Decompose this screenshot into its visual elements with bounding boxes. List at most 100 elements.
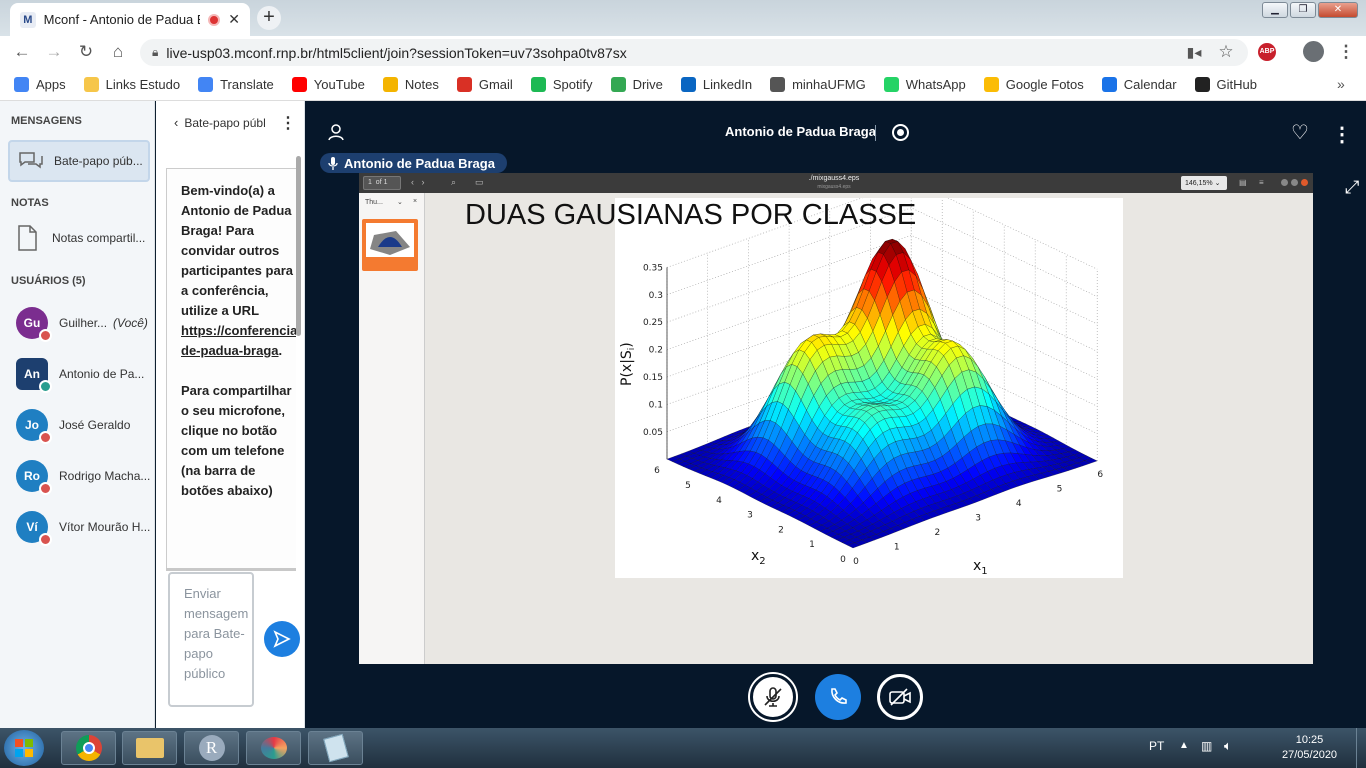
shared-notes-item[interactable]: Notas compartil... bbox=[16, 225, 145, 251]
user-list-item[interactable]: Ro Rodrigo Macha... bbox=[16, 460, 154, 495]
user-list-item[interactable]: Jo José Geraldo bbox=[16, 409, 154, 444]
page-nav-icons[interactable]: ‹ › bbox=[411, 177, 425, 187]
adblock-icon[interactable]: ABP bbox=[1258, 43, 1276, 61]
z-tick-label: 0.35 bbox=[643, 263, 663, 273]
fullscreen-icon[interactable]: ⤢ bbox=[1345, 177, 1360, 197]
bookmark-label: minhaUFMG bbox=[792, 76, 866, 92]
tray-expand-icon[interactable]: ▲ bbox=[1179, 740, 1189, 751]
user-list-item[interactable]: An Antonio de Pa... bbox=[16, 358, 154, 393]
bookmark-youtube[interactable]: YouTube bbox=[291, 76, 365, 92]
minimize-button[interactable]: ▁ bbox=[1262, 2, 1288, 18]
x-tick-label: 1 bbox=[894, 543, 900, 553]
page-thumbnail[interactable] bbox=[362, 219, 418, 271]
start-button[interactable] bbox=[4, 730, 44, 766]
bookmark-drive[interactable]: Drive bbox=[610, 76, 663, 92]
github-icon bbox=[1194, 76, 1210, 92]
surface-plot: 0.05 0.1 0.15 0.2 0.25 0.3 0.35 0 1 2 3 4 5 6 0 1 2 3 4 5 6 x… bbox=[619, 198, 1103, 577]
close-window-button[interactable]: ✕ bbox=[1318, 2, 1358, 18]
bookmark-translate[interactable]: Translate bbox=[198, 76, 274, 92]
reload-icon[interactable]: ↻ bbox=[78, 42, 94, 61]
chat-messages: Bem-vindo(a) a Antonio de Padua Braga! P… bbox=[166, 168, 296, 571]
bookmark-whatsapp[interactable]: WhatsApp bbox=[883, 76, 966, 92]
leave-audio-button[interactable] bbox=[815, 674, 861, 720]
language-indicator[interactable]: PT bbox=[1149, 739, 1165, 753]
user-profile-icon[interactable] bbox=[327, 123, 345, 141]
bookmark-github[interactable]: GitHub bbox=[1194, 76, 1257, 92]
z-tick-label: 0.25 bbox=[643, 318, 663, 328]
viewer-menu-icon[interactable]: ≡ bbox=[1259, 178, 1264, 187]
home-icon[interactable]: ⌂ bbox=[112, 42, 124, 61]
back-icon[interactable]: ← bbox=[13, 42, 31, 61]
taskbar-notepad[interactable] bbox=[308, 731, 363, 765]
bookmark-gmail[interactable]: Gmail bbox=[456, 76, 513, 92]
share-camera-button[interactable] bbox=[877, 674, 923, 720]
chrome-icon bbox=[75, 735, 102, 761]
chat-message-input[interactable]: Enviar mensagem para Bate-papo público bbox=[168, 572, 254, 707]
thumb-close-icon[interactable]: × bbox=[413, 198, 418, 205]
bookmark-notes[interactable]: Notes bbox=[382, 76, 439, 92]
system-clock[interactable]: 10:25 27/05/2020 bbox=[1282, 733, 1337, 763]
user-list-item[interactable]: Ví Vítor Mourão H... bbox=[16, 511, 154, 546]
y-tick-label: 2 bbox=[778, 525, 784, 535]
volume-icon[interactable]: 🔈︎ bbox=[1224, 738, 1232, 753]
send-message-button[interactable] bbox=[264, 621, 300, 657]
chat-divider bbox=[166, 568, 296, 571]
user-list-item[interactable]: Gu Guilher... (Você) bbox=[16, 307, 159, 342]
more-bookmarks-icon[interactable]: » bbox=[1337, 76, 1345, 92]
profile-avatar[interactable] bbox=[1303, 41, 1324, 62]
options-kebab-icon[interactable]: ⋮ bbox=[1332, 124, 1352, 146]
tab-close-icon[interactable]: ✕ bbox=[228, 11, 240, 27]
network-icon[interactable]: ▥ bbox=[1201, 739, 1213, 753]
bookmark-folder[interactable]: Links Estudo bbox=[83, 76, 180, 92]
bookmark-photos[interactable]: Google Fotos bbox=[983, 76, 1084, 92]
taskbar-r[interactable]: R bbox=[184, 731, 239, 765]
show-desktop-button[interactable] bbox=[1356, 728, 1366, 768]
forward-icon[interactable]: → bbox=[45, 42, 63, 61]
bookmark-spotify[interactable]: Spotify bbox=[530, 76, 593, 92]
mute-button[interactable] bbox=[750, 674, 796, 720]
gmail-icon bbox=[456, 76, 472, 92]
new-tab-button[interactable]: + bbox=[257, 6, 281, 30]
menu-kebab-icon[interactable]: ⋮ bbox=[1337, 42, 1355, 61]
recording-icon[interactable] bbox=[892, 124, 909, 141]
youtube-icon bbox=[291, 76, 307, 92]
bookmark-globe[interactable]: minhaUFMG bbox=[770, 76, 866, 92]
conference-link[interactable]: https://conferencia-de-padua-braga bbox=[181, 323, 296, 358]
chat-options-icon[interactable]: ⋮ bbox=[280, 115, 296, 132]
translate-icon bbox=[198, 76, 214, 92]
chat-header[interactable]: ‹ Bate-papo públ bbox=[174, 115, 266, 130]
grid-line bbox=[666, 289, 1098, 380]
maximize-button[interactable]: ❐ bbox=[1290, 2, 1316, 18]
main-stage: Antonio de Padua Braga ♡ ⋮ Antonio de Pa… bbox=[305, 101, 1366, 728]
chat-bubbles-icon bbox=[19, 152, 43, 169]
address-bar[interactable]: 🔒︎ live-usp03.mconf.rnp.br/html5client/j… bbox=[140, 39, 1248, 66]
bookmark-apps-grid[interactable]: Apps bbox=[14, 76, 66, 92]
page-number-box[interactable]: 1 of 1 bbox=[363, 176, 401, 190]
bookmark-icon[interactable]: ▭ bbox=[475, 177, 484, 187]
zoom-select[interactable]: 146,15% ⌄ bbox=[1181, 176, 1227, 190]
browser-tab[interactable]: M Mconf - Antonio de Padua B ✕ bbox=[10, 3, 250, 36]
viewer-min-button[interactable] bbox=[1281, 179, 1288, 186]
public-chat-item[interactable]: Bate-papo púb... bbox=[8, 140, 150, 182]
bookmark-star-icon[interactable]: ☆ bbox=[1218, 42, 1234, 61]
viewer-max-button[interactable] bbox=[1291, 179, 1298, 186]
search-icon[interactable]: ⌕ bbox=[451, 177, 457, 187]
viewer-close-button[interactable] bbox=[1301, 179, 1308, 186]
print-icon[interactable]: ▤ bbox=[1239, 178, 1247, 187]
camera-icon[interactable]: ▮◂ bbox=[1186, 44, 1202, 60]
taskbar-paint[interactable] bbox=[246, 731, 301, 765]
taskbar-chrome[interactable] bbox=[61, 731, 116, 765]
heart-icon[interactable]: ♡ bbox=[1291, 122, 1309, 144]
bookmark-linkedin[interactable]: LinkedIn bbox=[680, 76, 752, 92]
y-axis-label: x2 bbox=[751, 548, 766, 567]
whatsapp-icon bbox=[883, 76, 899, 92]
bookmark-calendar[interactable]: Calendar bbox=[1101, 76, 1177, 92]
bookmark-label: Apps bbox=[36, 76, 66, 92]
thumb-dropdown-icon[interactable]: ⌄ bbox=[397, 199, 403, 206]
chat-scrollbar[interactable] bbox=[296, 156, 301, 336]
taskbar-explorer[interactable] bbox=[122, 731, 177, 765]
chevron-left-icon[interactable]: ‹ bbox=[174, 115, 179, 130]
chat-title: Bate-papo públ bbox=[184, 115, 266, 130]
notes-icon bbox=[382, 76, 398, 92]
user-sidebar: MENSAGENS Bate-papo púb... NOTAS Notas c… bbox=[0, 101, 155, 728]
